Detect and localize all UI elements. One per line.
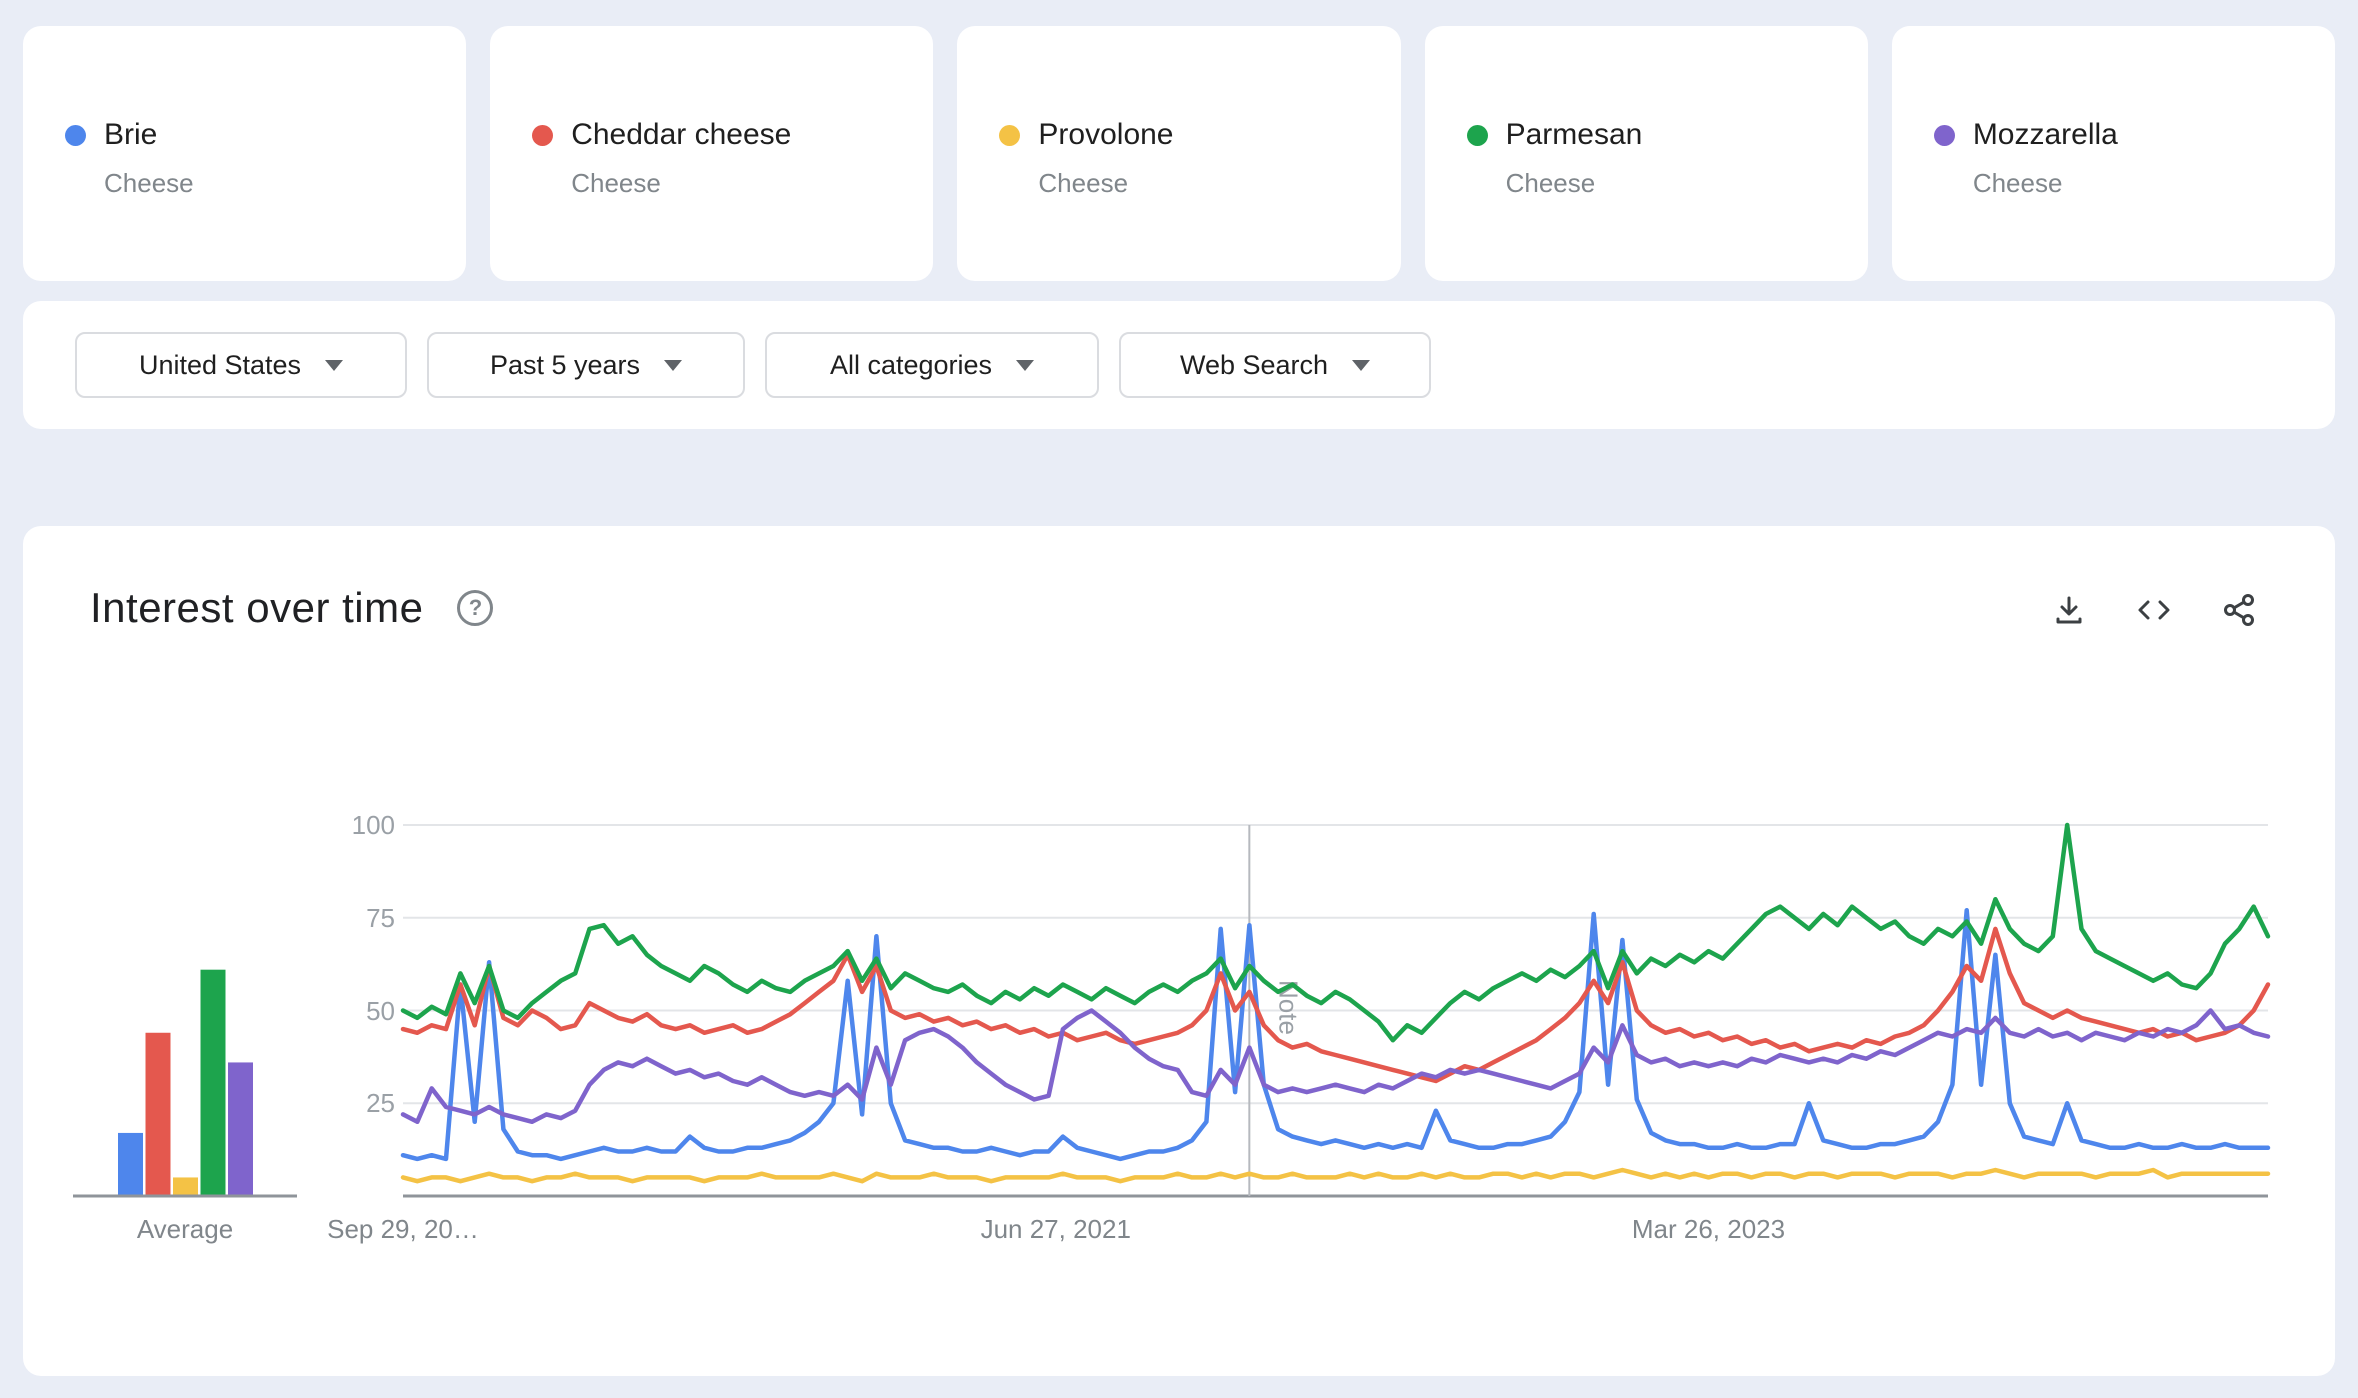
series-line-brie[interactable]	[400, 908, 2271, 1162]
y-tick-label: 25	[366, 1088, 395, 1119]
term-card-cheddar[interactable]: Cheddar cheese Cheese	[490, 26, 934, 281]
chevron-down-icon	[1016, 359, 1035, 371]
interest-line-chart[interactable]: Note	[400, 822, 2271, 1200]
term-card-mozzarella[interactable]: Mozzarella Cheese	[1891, 26, 2336, 281]
time-range-dropdown[interactable]: Past 5 years	[427, 332, 745, 398]
x-tick-label: Jun 27, 2021	[980, 1214, 1131, 1244]
series-line-provolone[interactable]	[400, 1167, 2271, 1184]
average-bar-parmesan	[200, 969, 226, 1196]
time-range-dropdown-label: Past 5 years	[489, 349, 641, 380]
term-label: Cheddar cheese	[571, 118, 792, 151]
brie-color-dot	[65, 124, 86, 146]
section-title: Interest over time	[90, 584, 424, 631]
category-dropdown[interactable]: All categories	[765, 332, 1099, 398]
average-bar-brie	[118, 1132, 143, 1196]
cheddar-color-dot	[532, 124, 554, 146]
term-subtitle: Cheese	[571, 168, 661, 198]
term-card-parmesan[interactable]: Parmesan Cheese	[1424, 26, 1868, 281]
term-subtitle: Cheese	[104, 168, 194, 198]
parmesan-color-dot	[1466, 124, 1488, 146]
y-tick-label: 50	[366, 995, 395, 1026]
term-label: Mozzarella	[1972, 118, 2118, 151]
y-tick-label: 100	[351, 810, 395, 840]
chevron-down-icon	[325, 359, 344, 371]
term-label: Provolone	[1038, 118, 1174, 151]
term-cards-row: Brie Cheese Cheddar cheese Cheese Provol…	[23, 26, 2336, 281]
term-label: Parmesan	[1505, 118, 1643, 151]
average-axis-label: Average	[136, 1214, 234, 1244]
y-tick-label: 75	[366, 902, 395, 933]
term-subtitle: Cheese	[1038, 168, 1129, 198]
search-type-dropdown-label: Web Search	[1179, 349, 1329, 380]
search-type-dropdown[interactable]: Web Search	[1119, 332, 1431, 398]
term-subtitle: Cheese	[1972, 168, 2063, 198]
term-subtitle: Cheese	[1505, 168, 1596, 198]
chevron-down-icon	[664, 359, 683, 371]
average-bar-mozzarella	[228, 1062, 253, 1196]
filter-bar: United States Past 5 years All categorie…	[23, 301, 2335, 429]
mozzarella-color-dot	[1933, 124, 1955, 146]
help-icon[interactable]: ?	[457, 590, 494, 626]
average-bar-chart[interactable]	[73, 825, 297, 1200]
share-icon[interactable]	[2221, 592, 2257, 628]
series-line-cheddar-cheese[interactable]	[400, 926, 2271, 1084]
series-line-parmesan[interactable]	[400, 822, 2271, 1043]
term-card-provolone[interactable]: Provolone Cheese	[957, 26, 1401, 281]
embed-icon[interactable]	[2135, 592, 2173, 628]
term-label: Brie	[104, 118, 158, 151]
interest-over-time-card: Interest over time ? Average Note 25 50 75…	[23, 526, 2335, 1376]
chevron-down-icon	[1352, 359, 1371, 371]
average-bar-provolone	[173, 1177, 198, 1196]
chart-actions	[2051, 592, 2257, 628]
category-dropdown-label: All categories	[829, 349, 993, 380]
download-icon[interactable]	[2051, 592, 2087, 628]
region-dropdown-label: United States	[138, 349, 302, 380]
series-line-mozzarella[interactable]	[400, 1008, 2271, 1125]
term-card-brie[interactable]: Brie Cheese	[23, 26, 467, 281]
provolone-color-dot	[999, 124, 1021, 146]
x-tick-label: Sep 29, 20…	[327, 1214, 479, 1244]
region-dropdown[interactable]: United States	[75, 332, 407, 398]
x-tick-label: Mar 26, 2023	[1631, 1214, 1786, 1244]
average-bar-cheddar-cheese	[145, 1032, 171, 1196]
